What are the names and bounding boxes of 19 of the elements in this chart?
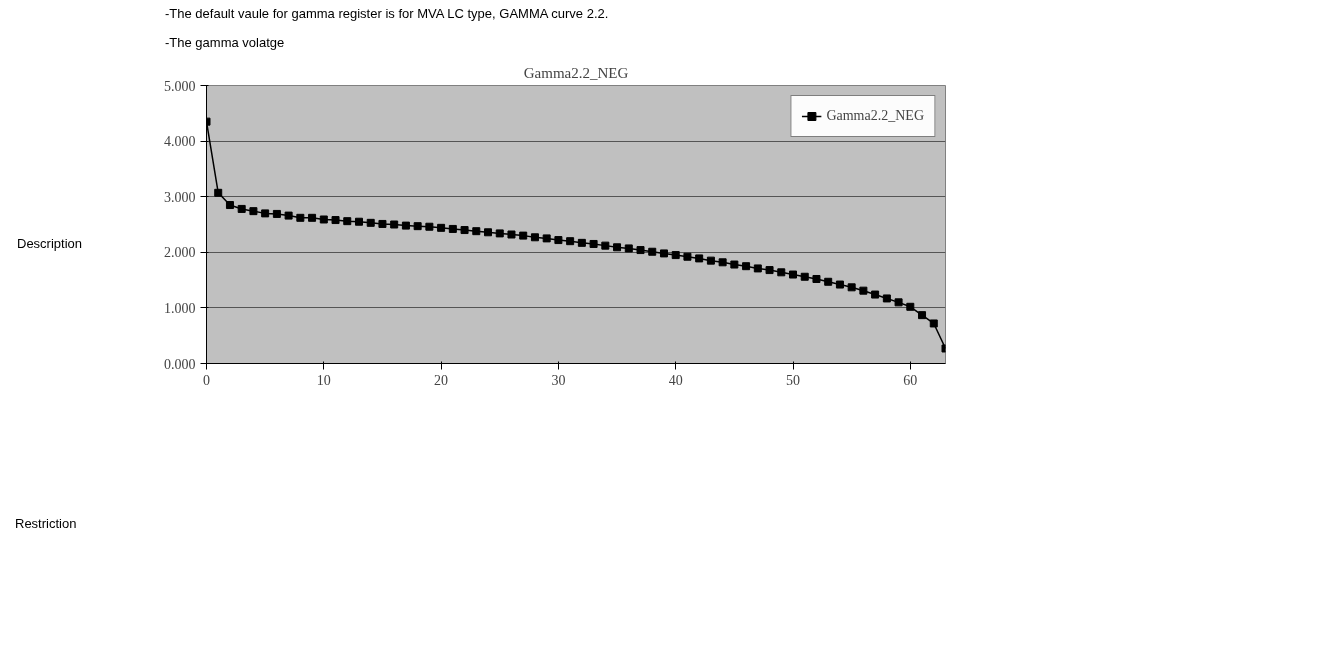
text: -The gamma volatge [165,33,285,52]
y-tick-label: 5.000 [164,78,196,94]
y-tick-label: 3.000 [164,189,196,205]
text: -The default vaule for gamma register is for MVA LC type, GAMMA curve 2.2. [165,5,609,23]
x-tick-label: 20 [434,372,449,388]
x-tick-label: 10 [316,372,331,388]
y-tick-label: 4.000 [164,134,196,150]
text: Restriction [15,515,77,533]
x-tick-label: 60 [903,372,918,388]
text: Description [17,235,83,253]
y-tick-label: 0.000 [164,356,196,372]
legend-label: Gamma2.2_NEG [826,108,924,125]
x-tick-label: 50 [786,372,801,388]
x-tick-label: 0 [203,372,210,388]
y-tick-label: 1.000 [164,301,196,317]
y-tick-label: 2.000 [164,245,196,261]
x-tick-label: 30 [551,372,566,388]
chart-title: Gamma2.2_NEG [523,64,629,81]
x-tick-label: 40 [668,372,683,388]
